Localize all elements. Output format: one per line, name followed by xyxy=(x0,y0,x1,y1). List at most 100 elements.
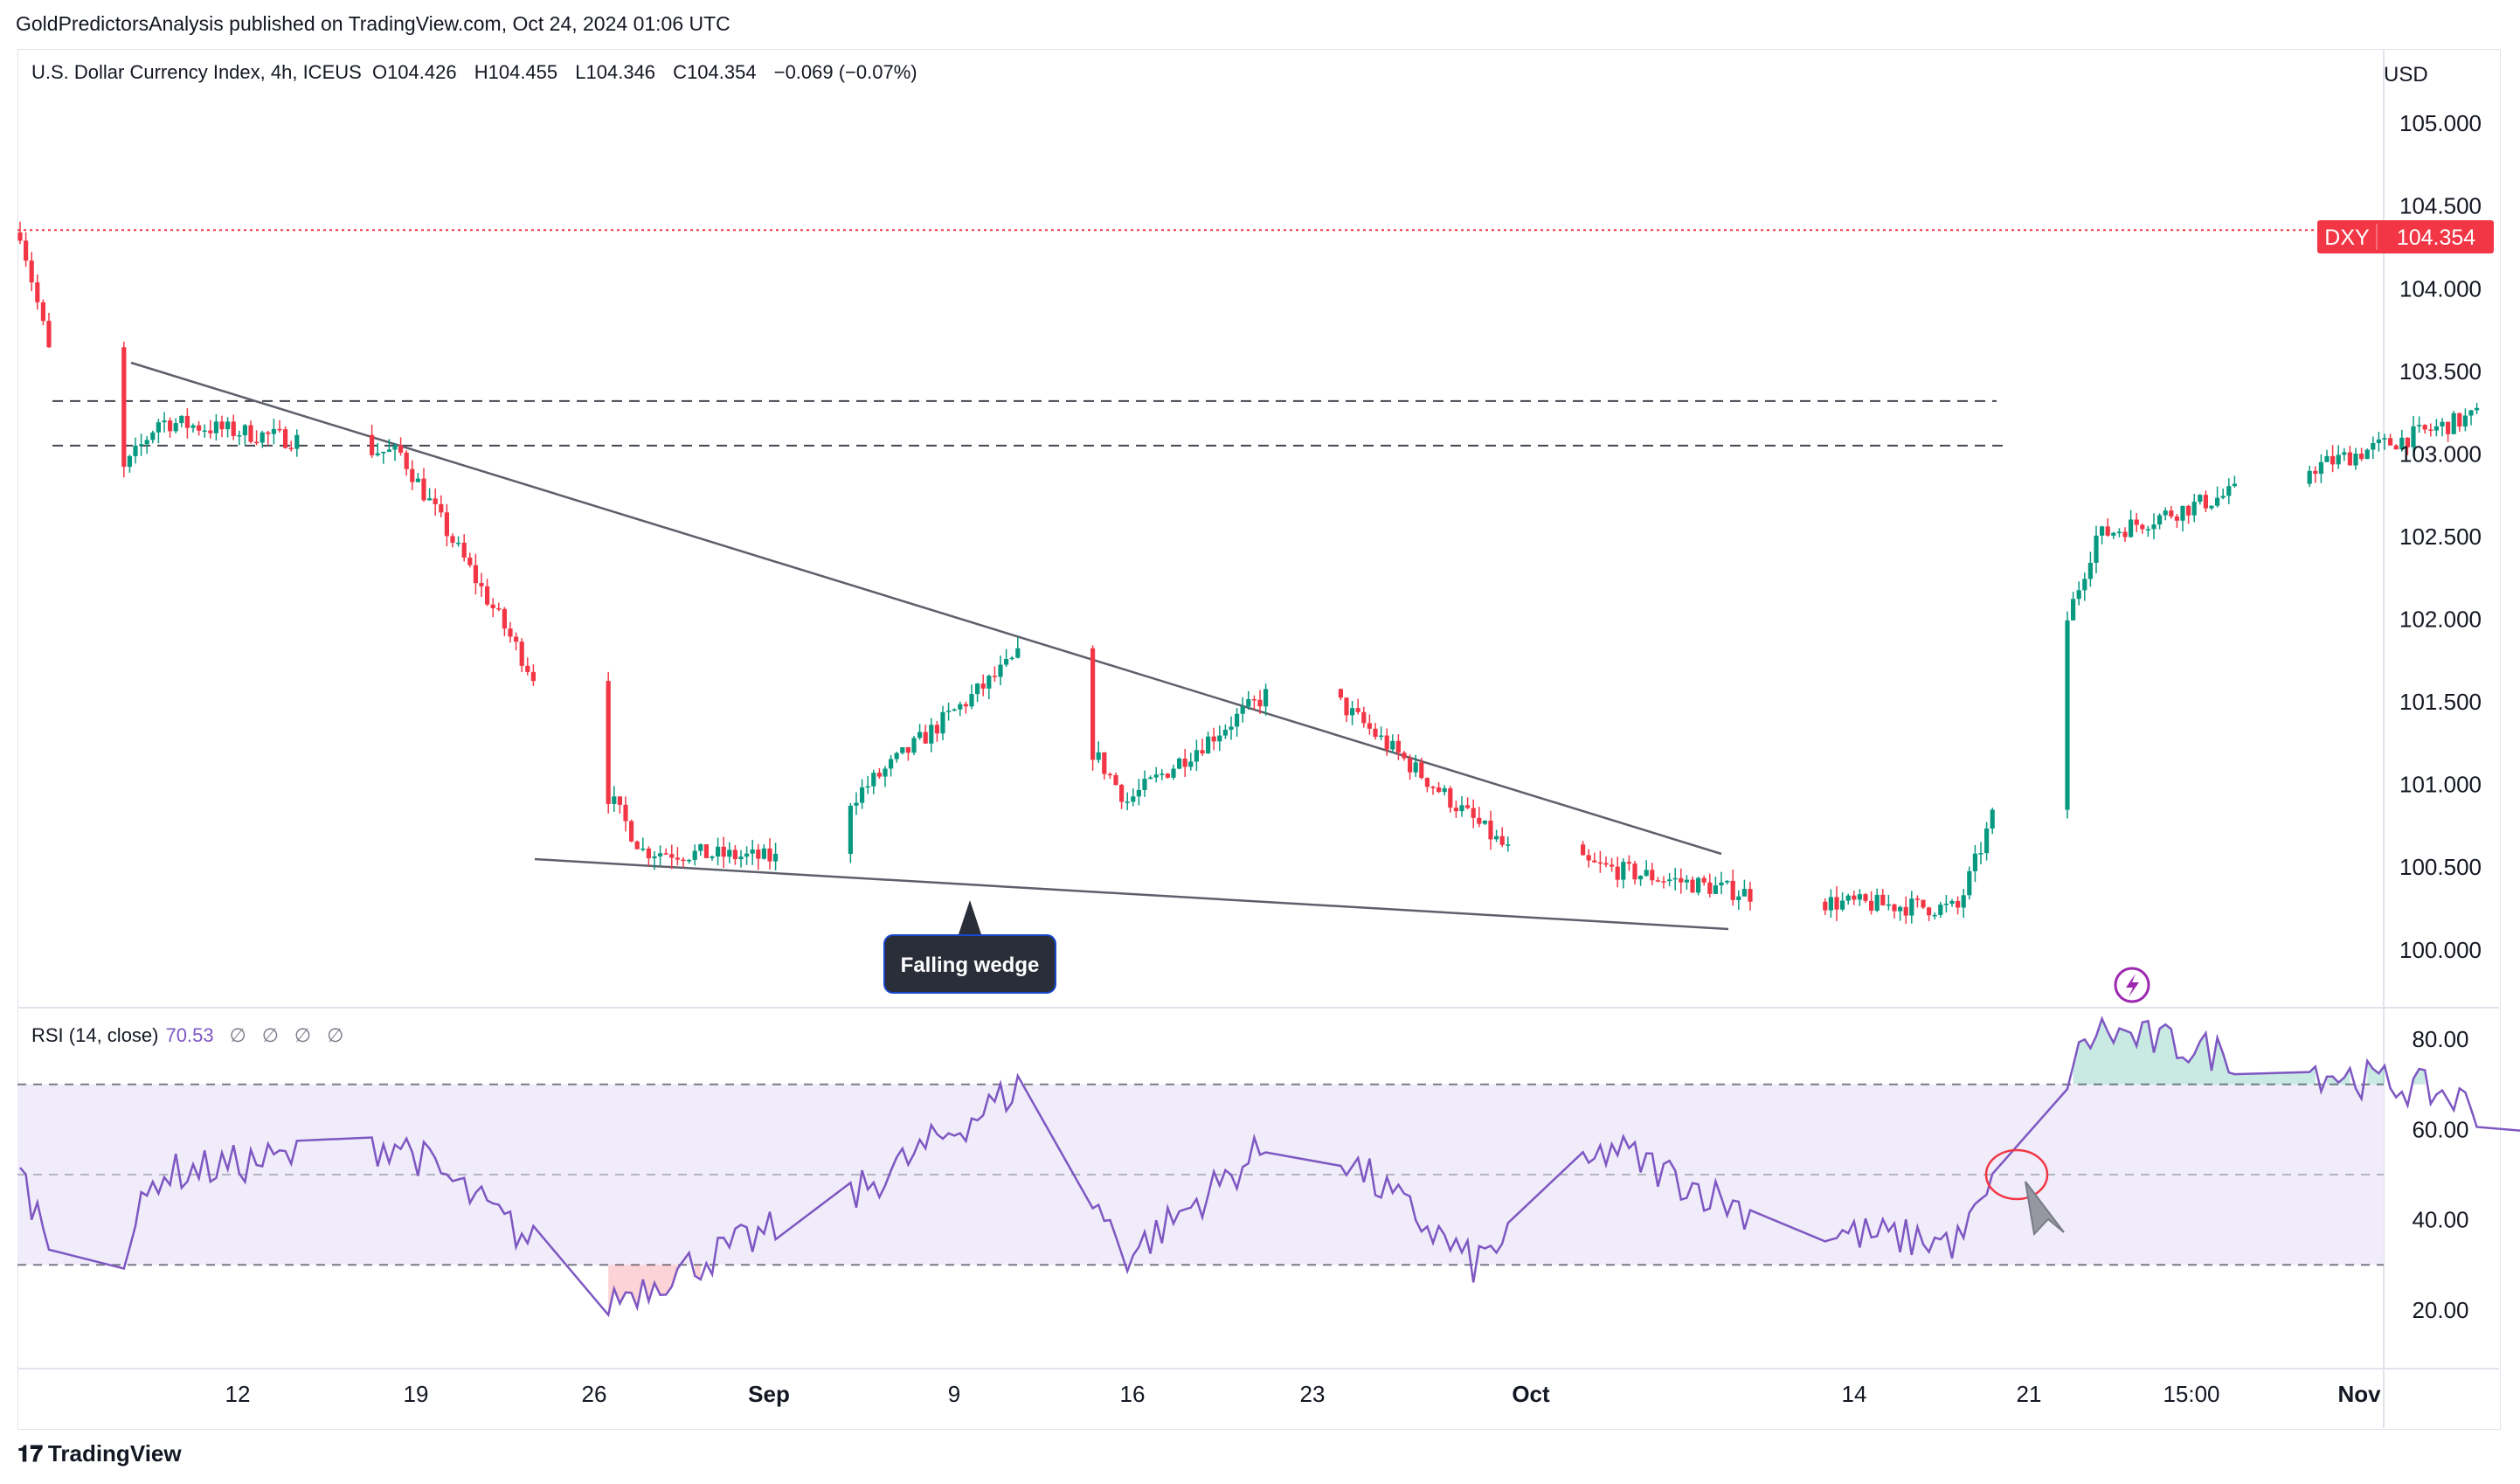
candle xyxy=(698,843,703,856)
candle xyxy=(277,420,282,433)
price-tick-label: 104.500 xyxy=(2399,193,2482,219)
rsi-overbought-fill xyxy=(2073,1042,2080,1085)
candle xyxy=(421,468,426,503)
rsi-axis[interactable]: 80.00 60.00 40.00 20.00 xyxy=(2412,1026,2468,1323)
candle xyxy=(2145,525,2150,537)
candle xyxy=(1921,899,1926,910)
candle xyxy=(963,701,968,714)
candle xyxy=(998,655,1003,686)
candle xyxy=(952,708,957,711)
candle xyxy=(848,802,853,863)
candle xyxy=(2342,447,2347,461)
rsi-overbought-fill xyxy=(2090,1036,2096,1085)
candle xyxy=(721,836,726,869)
rsi-overbought-fill xyxy=(2217,1037,2224,1085)
candle xyxy=(1119,783,1125,809)
candle xyxy=(750,839,755,865)
candle xyxy=(1972,844,1977,883)
candle xyxy=(1655,877,1660,883)
candle xyxy=(710,855,715,861)
rsi-overbought-fill xyxy=(2119,1028,2125,1085)
candle xyxy=(1949,898,1955,907)
falling-wedge-callout[interactable]: Falling wedge xyxy=(883,900,1056,994)
rsi-null-3: ∅ xyxy=(294,1024,312,1046)
rsi-overbought-fill xyxy=(2170,1029,2177,1085)
candle xyxy=(139,433,144,456)
candle xyxy=(381,451,386,464)
time-tick-label: Oct xyxy=(1512,1381,1550,1407)
candle xyxy=(415,473,420,483)
candle xyxy=(1448,786,1453,813)
candle xyxy=(410,460,415,490)
candle xyxy=(1880,889,1886,906)
candle xyxy=(1148,775,1153,780)
candle xyxy=(433,488,438,517)
candle xyxy=(439,495,444,517)
candle xyxy=(1696,877,1701,896)
candle xyxy=(370,425,375,458)
currency-button[interactable]: USD xyxy=(2384,63,2428,87)
candle xyxy=(184,408,190,439)
candle xyxy=(2462,408,2468,432)
candle xyxy=(1725,879,1730,885)
candle xyxy=(969,684,974,710)
candle xyxy=(900,746,905,755)
rsi-oversold-fill xyxy=(654,1265,661,1295)
candle xyxy=(1707,873,1713,898)
rsi-overbought-fill xyxy=(2142,1021,2149,1085)
rsi-overbought-fill xyxy=(2378,1065,2385,1085)
candle xyxy=(2094,525,2099,574)
rsi-overbought-fill xyxy=(2108,1031,2114,1085)
candle xyxy=(2071,592,2076,621)
rsi-overbought-fill xyxy=(2130,1032,2137,1085)
candle xyxy=(980,674,986,697)
wedge-upper-trendline[interactable] xyxy=(130,361,1722,856)
wedge-lower-trendline[interactable] xyxy=(534,857,1729,931)
candle xyxy=(1373,723,1378,740)
candle xyxy=(975,683,980,703)
price-axis[interactable]: 105.000 104.500 104.000 103.500 103.000 102.5… xyxy=(2399,110,2482,963)
candle xyxy=(248,420,253,444)
candle xyxy=(1834,886,1839,921)
candle xyxy=(1459,795,1464,817)
candle xyxy=(1626,855,1631,871)
price-tick-label: 104.000 xyxy=(2399,275,2482,302)
price-tick-label: 105.000 xyxy=(2399,110,2482,136)
time-tick-label: 26 xyxy=(582,1381,607,1407)
candle xyxy=(2446,421,2451,442)
candle xyxy=(2215,486,2220,508)
candle xyxy=(1644,860,1649,877)
callout-text: Falling wedge xyxy=(901,954,1040,977)
candle xyxy=(156,419,161,444)
candle xyxy=(716,837,721,866)
candle xyxy=(652,850,657,870)
candle xyxy=(1379,726,1384,740)
candle xyxy=(179,415,184,427)
candle xyxy=(1581,841,1586,856)
candle xyxy=(773,843,779,870)
price-tick-label: 102.000 xyxy=(2399,607,2482,633)
candle xyxy=(2163,507,2168,521)
candle xyxy=(1984,822,1990,861)
candle xyxy=(2116,528,2122,537)
candle xyxy=(732,845,737,865)
time-tick-label: 21 xyxy=(2017,1381,2042,1407)
candle xyxy=(1465,797,1471,810)
tradingview-logo[interactable]: 𝟏𝟕 TradingView xyxy=(17,1440,182,1468)
rsi-oversold-fill xyxy=(613,1265,620,1304)
lightning-icon[interactable] xyxy=(2114,967,2150,1003)
candle xyxy=(404,450,409,476)
candles xyxy=(17,221,2480,925)
candle xyxy=(2393,444,2399,450)
time-axis[interactable]: 12 19 26 Sep 9 16 23 Oct 14 21 15:00 Nov xyxy=(225,1381,2382,1407)
candle xyxy=(1413,754,1418,777)
symbol-name: U.S. Dollar Currency Index, 4h, ICEUS xyxy=(31,61,362,83)
candle xyxy=(2313,466,2318,483)
candle xyxy=(2417,416,2422,433)
rsi-value: 70.53 xyxy=(165,1024,214,1046)
candle xyxy=(2191,494,2197,523)
price-tick-label: 103.000 xyxy=(2399,440,2482,467)
last-price-tag: DXY 104.354 xyxy=(2317,220,2494,253)
time-tick-label: 12 xyxy=(225,1381,251,1407)
